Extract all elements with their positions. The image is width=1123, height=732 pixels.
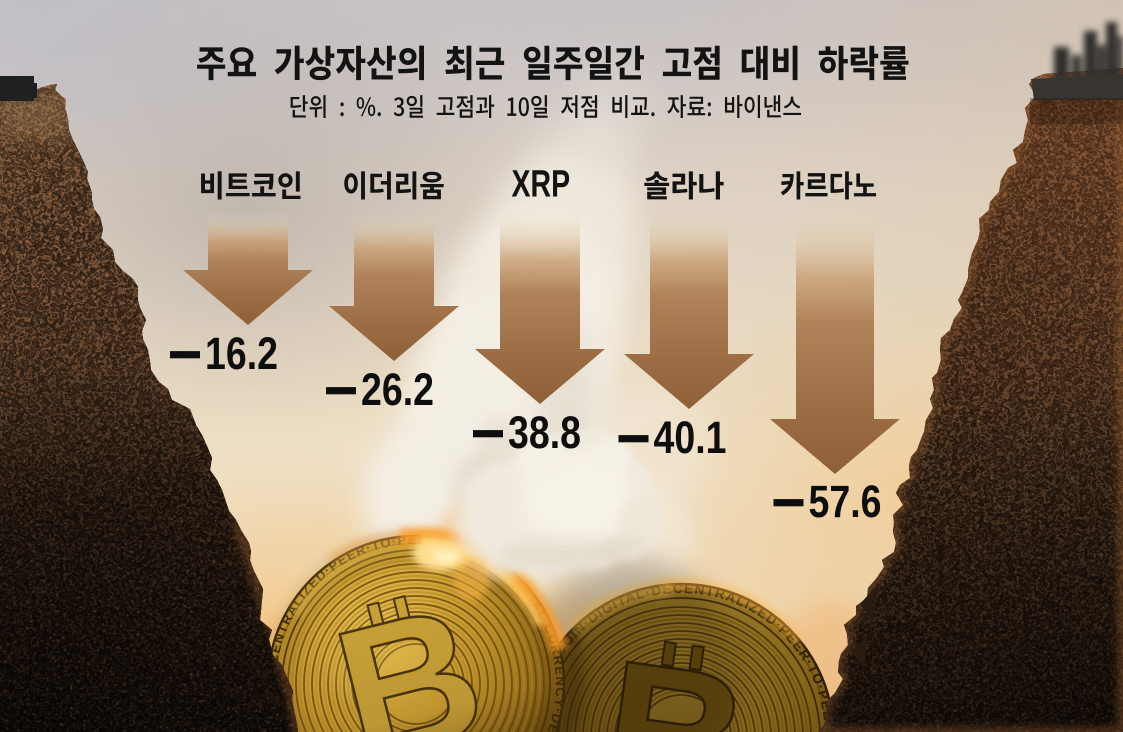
- svg-text:26.2: 26.2: [361, 365, 434, 415]
- svg-text:40.1: 40.1: [654, 413, 727, 463]
- svg-text:16.2: 16.2: [205, 329, 278, 379]
- svg-text:XRP: XRP: [512, 163, 571, 205]
- svg-text:38.8: 38.8: [508, 408, 581, 458]
- svg-text:57.6: 57.6: [809, 477, 882, 527]
